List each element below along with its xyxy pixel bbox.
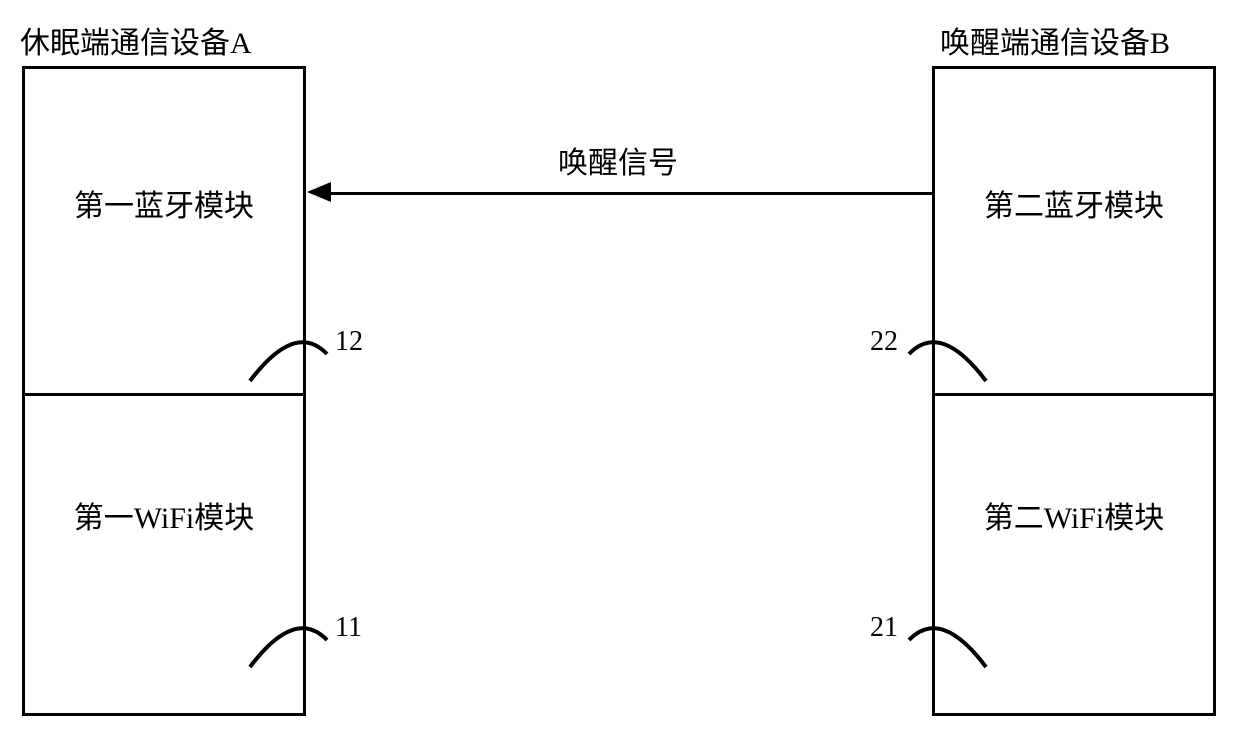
arrow-label: 唤醒信号 — [558, 138, 678, 182]
ref-num-22: 22 — [870, 326, 898, 358]
device-b-divider — [935, 393, 1213, 396]
ref-curve-11-icon — [245, 612, 331, 672]
ref-curve-21-icon — [905, 612, 991, 672]
ref-curve-22-icon — [905, 326, 991, 386]
arrow-head-icon — [307, 182, 331, 202]
ref-num-12: 12 — [335, 326, 363, 358]
device-b-module-top-label: 第二蓝牙模块 — [935, 181, 1213, 225]
ref-curve-12-icon — [245, 326, 331, 386]
arrow-line — [330, 192, 932, 195]
ref-num-11: 11 — [335, 612, 362, 644]
device-b-title: 唤醒端通信设备B — [940, 18, 1170, 62]
ref-num-21: 21 — [870, 612, 898, 644]
device-a-divider — [25, 393, 303, 396]
device-a-title: 休眠端通信设备A — [20, 18, 252, 62]
device-a-module-top-label: 第一蓝牙模块 — [25, 181, 303, 225]
device-a-module-bottom-label: 第一WiFi模块 — [25, 493, 303, 537]
device-b-module-bottom-label: 第二WiFi模块 — [935, 493, 1213, 537]
